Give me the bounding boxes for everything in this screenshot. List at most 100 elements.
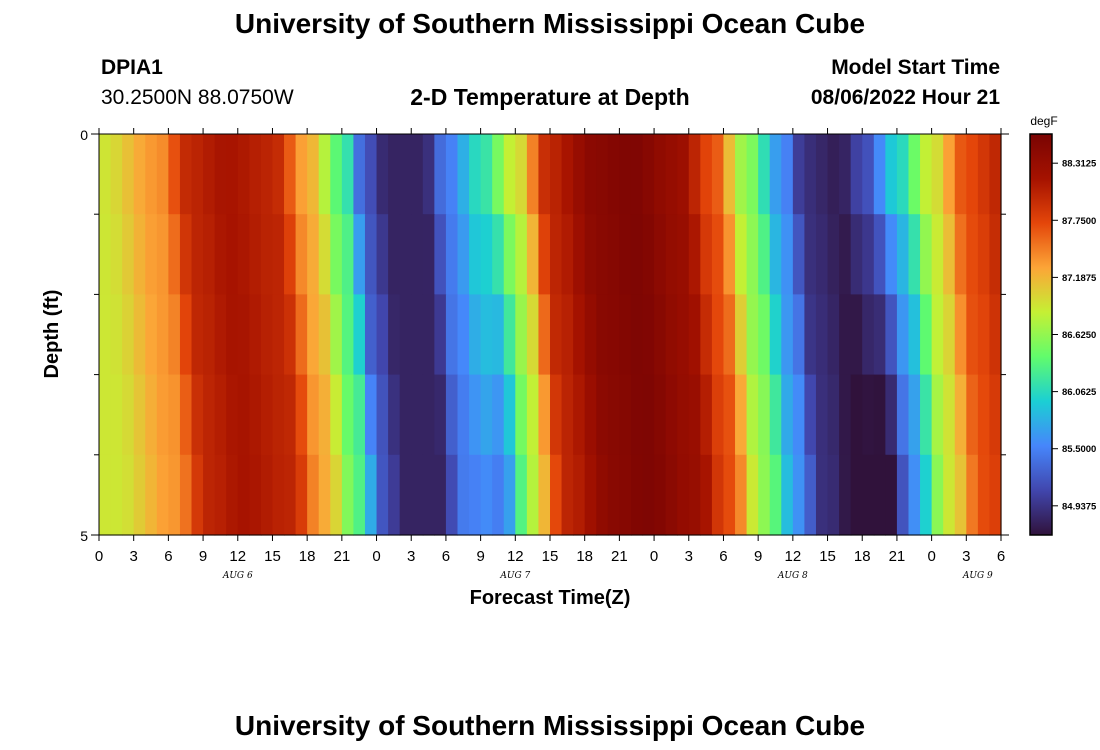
heatmap-cell: [561, 214, 574, 295]
heatmap-cell: [896, 294, 910, 376]
heatmap-cell: [839, 214, 852, 295]
heatmap-cell: [99, 454, 112, 536]
heatmap-cell: [584, 374, 597, 456]
heatmap-cell: [168, 134, 181, 215]
heatmap-cell: [469, 454, 482, 536]
heatmap-cell: [318, 214, 331, 295]
y-axis-label: Depth (ft): [41, 290, 63, 379]
heatmap-cell: [457, 294, 470, 376]
heatmap-cell: [815, 134, 829, 215]
heatmap-cell: [954, 374, 967, 456]
heatmap-cell: [792, 134, 806, 215]
heatmap-cell: [376, 454, 389, 536]
x-tick-label: 0: [372, 548, 380, 565]
heatmap-cell: [850, 294, 863, 376]
heatmap-cell: [781, 294, 794, 376]
heatmap-cell: [110, 374, 123, 456]
heatmap-cell: [792, 454, 806, 536]
heatmap-cell: [677, 454, 690, 536]
heatmap-cell: [711, 454, 725, 536]
heatmap-cell: [711, 214, 725, 295]
page-title: University of Southern Mississippi Ocean…: [234, 8, 866, 39]
heatmap-cell: [596, 374, 609, 456]
x-axis-label: Forecast Time(Z): [470, 587, 631, 609]
heatmap-cell: [295, 374, 308, 456]
heatmap-cell: [584, 294, 597, 376]
colorbar-tick-label: 86.0625: [1062, 387, 1097, 398]
heatmap-cell: [260, 374, 274, 456]
heatmap-cell: [307, 454, 320, 536]
x-tick-label: 9: [199, 548, 207, 565]
heatmap-cell: [619, 294, 632, 376]
heatmap-cell: [376, 294, 389, 376]
heatmap-cell: [422, 214, 435, 295]
colorbar-tick-label: 87.1875: [1062, 273, 1097, 284]
heatmap-cell: [364, 294, 378, 376]
heatmap-cell: [827, 454, 840, 536]
heatmap-cell: [839, 294, 852, 376]
heatmap-cell: [260, 454, 274, 536]
date-label: AUG 9: [962, 571, 993, 581]
heatmap-cell: [920, 454, 933, 536]
heatmap-cell: [260, 134, 274, 215]
heatmap-cell: [272, 294, 285, 376]
heatmap-cell: [503, 134, 516, 215]
heatmap-cell: [411, 134, 424, 215]
heatmap-cell: [179, 294, 193, 376]
heatmap-cell: [654, 454, 667, 536]
heatmap-cell: [815, 454, 829, 536]
heatmap-cell: [746, 294, 759, 376]
heatmap-cell: [203, 214, 216, 295]
heatmap-cell: [388, 214, 401, 295]
heatmap-cell: [330, 214, 343, 295]
colorbar-unit: degF: [1030, 114, 1057, 128]
date-label: AUG 6: [222, 571, 253, 581]
x-tick-label: 6: [442, 548, 450, 565]
heatmap-cell: [573, 214, 586, 295]
heatmap-cell: [376, 134, 389, 215]
heatmap-cell: [688, 134, 701, 215]
heatmap-cell: [804, 374, 817, 456]
heatmap-cell: [145, 294, 158, 376]
heatmap-cell: [538, 454, 551, 536]
heatmap-cell: [596, 134, 609, 215]
heatmap-cell: [619, 374, 632, 456]
heatmap-cell: [538, 374, 551, 456]
heatmap-cell: [526, 294, 540, 376]
heatmap-cell: [781, 134, 794, 215]
heatmap-cell: [989, 294, 1002, 376]
heatmap-cell: [122, 294, 135, 376]
date-label: AUG 7: [499, 571, 530, 581]
x-tick-label: 9: [476, 548, 484, 565]
x-tick-label: 15: [542, 548, 559, 565]
x-tick-label: 6: [997, 548, 1005, 565]
heatmap-cell: [492, 294, 505, 376]
x-tick-label: 15: [819, 548, 836, 565]
heatmap-cell: [850, 374, 863, 456]
heatmap-cell: [850, 454, 863, 536]
heatmap-cell: [607, 214, 620, 295]
heatmap-cell: [122, 454, 135, 536]
heatmap-cell: [573, 374, 586, 456]
heatmap-cell: [203, 374, 216, 456]
heatmap-cell: [191, 454, 204, 536]
heatmap-cell: [954, 134, 967, 215]
heatmap-cell: [723, 214, 736, 295]
heatmap-cell: [191, 374, 204, 456]
heatmap-cell: [226, 134, 239, 215]
station-id: DPIA1: [101, 56, 163, 79]
heatmap-cell: [133, 374, 146, 456]
heatmap-cell: [388, 454, 401, 536]
x-tick-label: 6: [719, 548, 727, 565]
heatmap-cell: [596, 214, 609, 295]
heatmap-cell: [642, 214, 655, 295]
heatmap-cell: [364, 214, 378, 295]
colorbar: [1029, 133, 1053, 536]
heatmap-cell: [503, 454, 516, 536]
heatmap-cell: [735, 294, 748, 376]
heatmap-cell: [619, 454, 632, 536]
heatmap-cell: [931, 294, 944, 376]
heatmap-cell: [550, 294, 563, 376]
heatmap-cell: [226, 374, 239, 456]
heatmap-cell: [642, 374, 655, 456]
